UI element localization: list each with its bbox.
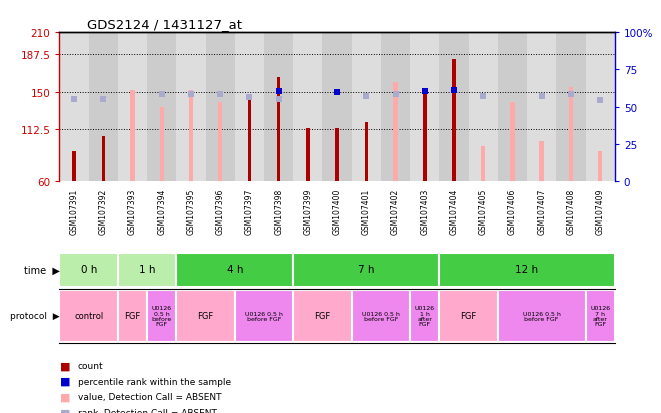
Text: FGF: FGF — [461, 311, 477, 320]
Text: FGF: FGF — [315, 311, 330, 320]
Bar — [147, 290, 176, 342]
Bar — [539, 142, 544, 182]
Text: U0126 0.5 h
before FGF: U0126 0.5 h before FGF — [523, 311, 561, 321]
Bar — [118, 33, 147, 182]
Bar — [352, 33, 381, 182]
Bar — [118, 290, 147, 342]
Text: 0 h: 0 h — [81, 265, 97, 275]
Text: time  ▶: time ▶ — [24, 265, 59, 275]
Bar — [248, 95, 251, 182]
Text: FGF: FGF — [124, 311, 141, 320]
Bar — [176, 33, 206, 182]
Text: 1 h: 1 h — [139, 265, 155, 275]
Text: FGF: FGF — [198, 311, 214, 320]
Bar — [218, 102, 222, 182]
Bar — [293, 290, 352, 342]
Text: U0126
1 h
after
FGF: U0126 1 h after FGF — [414, 306, 435, 326]
Bar — [352, 290, 410, 342]
Text: 12 h: 12 h — [516, 265, 539, 275]
Text: control: control — [74, 311, 103, 320]
Text: rank, Detection Call = ABSENT: rank, Detection Call = ABSENT — [78, 408, 217, 413]
Bar — [59, 254, 118, 287]
Text: percentile rank within the sample: percentile rank within the sample — [78, 377, 231, 386]
Text: protocol  ▶: protocol ▶ — [10, 311, 59, 320]
Text: count: count — [78, 361, 104, 370]
Bar — [440, 290, 498, 342]
Bar — [586, 290, 615, 342]
Text: U0126
0.5 h
before
FGF: U0126 0.5 h before FGF — [151, 306, 172, 326]
Bar — [452, 60, 455, 182]
Text: U0126 0.5 h
before FGF: U0126 0.5 h before FGF — [362, 311, 400, 321]
Bar — [305, 152, 310, 182]
Bar — [393, 83, 398, 182]
Text: U0126 0.5 h
before FGF: U0126 0.5 h before FGF — [245, 311, 283, 321]
Text: 4 h: 4 h — [227, 265, 243, 275]
Bar — [59, 33, 89, 182]
Bar — [277, 78, 280, 182]
Bar — [293, 254, 440, 287]
Bar — [498, 33, 527, 182]
Bar — [381, 33, 410, 182]
Bar — [510, 102, 515, 182]
Bar — [498, 290, 586, 342]
Bar — [130, 90, 135, 182]
Bar — [568, 88, 573, 182]
Text: GDS2124 / 1431127_at: GDS2124 / 1431127_at — [87, 17, 242, 31]
Bar — [306, 129, 309, 182]
Bar — [440, 254, 615, 287]
Bar — [235, 33, 264, 182]
Bar — [102, 137, 105, 182]
Bar — [159, 107, 164, 182]
Bar — [176, 290, 235, 342]
Bar — [235, 290, 293, 342]
Bar — [118, 254, 176, 287]
Text: ■: ■ — [59, 376, 70, 386]
Bar — [598, 152, 602, 182]
Bar — [410, 33, 440, 182]
Bar — [557, 33, 586, 182]
Bar — [89, 33, 118, 182]
Bar — [440, 33, 469, 182]
Bar — [469, 33, 498, 182]
Bar — [293, 33, 323, 182]
Bar — [586, 33, 615, 182]
Bar — [147, 33, 176, 182]
Bar — [206, 33, 235, 182]
Bar — [264, 33, 293, 182]
Bar — [481, 147, 485, 182]
Bar — [323, 33, 352, 182]
Text: U0126
7 h
after
FGF: U0126 7 h after FGF — [590, 306, 610, 326]
Text: 7 h: 7 h — [358, 265, 375, 275]
Bar — [335, 129, 339, 182]
Bar — [527, 33, 557, 182]
Text: ■: ■ — [59, 361, 70, 370]
Bar — [365, 122, 368, 182]
Bar — [176, 254, 293, 287]
Text: value, Detection Call = ABSENT: value, Detection Call = ABSENT — [78, 392, 221, 401]
Bar — [189, 90, 193, 182]
Bar — [72, 152, 76, 182]
Text: ■: ■ — [59, 392, 70, 402]
Bar — [59, 290, 118, 342]
Bar — [423, 90, 426, 182]
Text: ■: ■ — [59, 408, 70, 413]
Bar — [410, 290, 440, 342]
